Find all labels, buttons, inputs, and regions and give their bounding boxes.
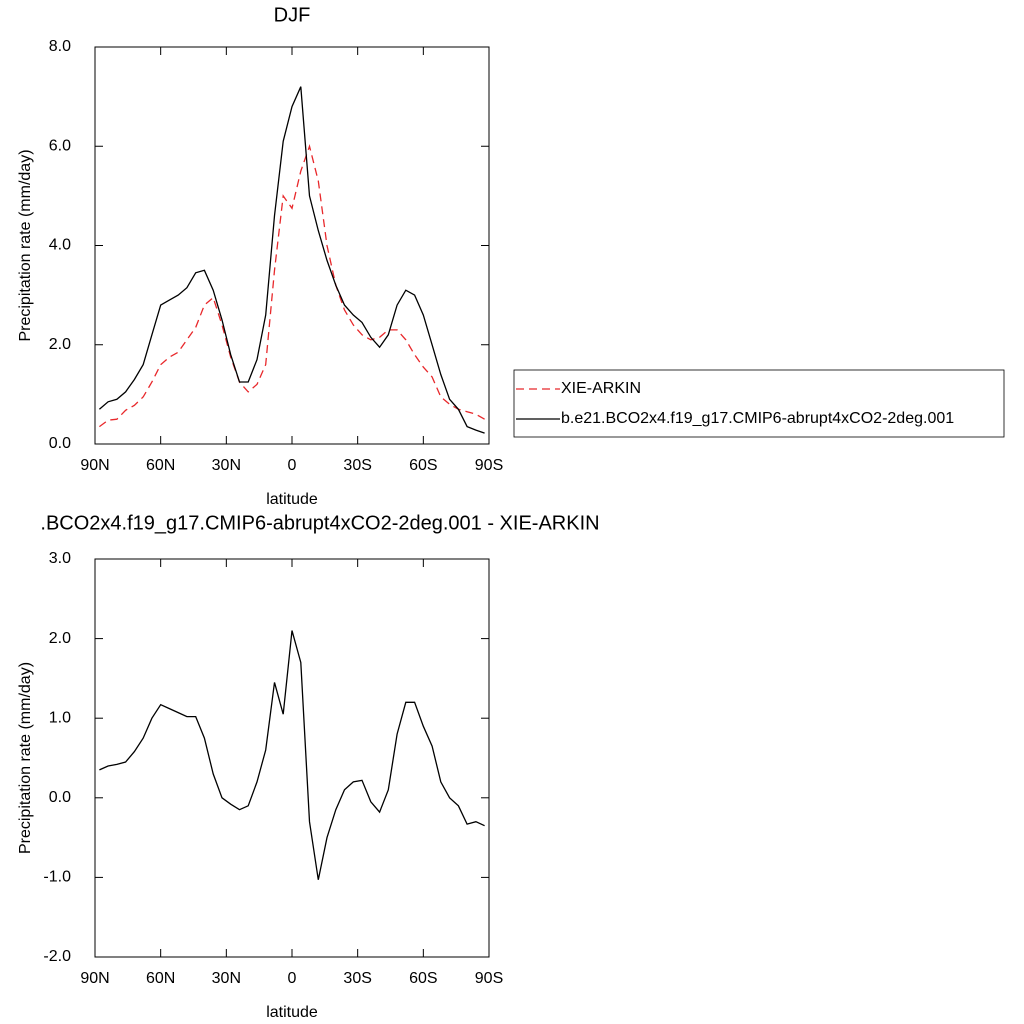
legend-label: XIE-ARKIN [561,380,641,397]
x-tick-label: 0 [288,970,297,987]
data-line [98,86,485,434]
x-tick-label: 90S [475,970,503,987]
x-tick-label: 30N [212,457,241,474]
y-tick-label: 2.0 [49,336,71,353]
y-tick-label: -2.0 [43,948,71,965]
x-tick-label: 0 [288,457,297,474]
chart-title: .BCO2x4.f19_g17.CMIP6-abrupt4xCO2-2deg.0… [40,512,599,534]
x-axis-label: latitude [266,1004,318,1021]
y-tick-label: 3.0 [49,550,71,567]
data-line [99,144,485,428]
x-tick-label: 60N [146,457,175,474]
x-tick-label: 60S [409,970,437,987]
data-line [99,630,485,880]
x-tick-label: 60N [146,970,175,987]
plot-frame [94,558,490,958]
x-tick-label: 30S [343,970,371,987]
y-tick-label: 4.0 [49,237,71,254]
y-tick-label: 2.0 [49,630,71,647]
x-tick-label: 90S [475,457,503,474]
y-tick-label: 0.0 [49,435,71,452]
y-axis-label: Precipitation rate (mm/day) [17,149,34,341]
chart-title: DJF [274,4,311,26]
y-tick-label: 6.0 [49,137,71,154]
x-tick-label: 90N [80,457,109,474]
x-tick-label: 90N [80,970,109,987]
y-axis-label: Precipitation rate (mm/day) [17,662,34,854]
y-tick-label: 8.0 [49,38,71,55]
x-axis-label: latitude [266,491,318,508]
y-tick-label: 1.0 [49,709,71,726]
x-tick-label: 30S [343,457,371,474]
x-tick-label: 60S [409,457,437,474]
x-tick-label: 30N [212,970,241,987]
y-tick-label: -1.0 [43,869,71,886]
legend-box [513,369,1005,438]
legend-label: b.e21.BCO2x4.f19_g17.CMIP6-abrupt4xCO2-2… [561,410,954,427]
y-tick-label: 0.0 [49,789,71,806]
